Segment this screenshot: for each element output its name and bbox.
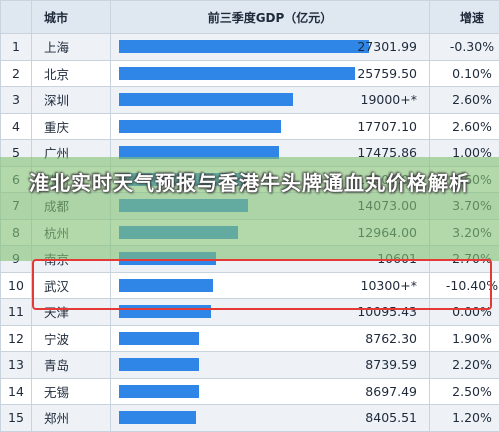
rank-cell: 11: [1, 299, 32, 326]
growth-cell: 2.20%: [430, 352, 499, 379]
gdp-value: 27301.99: [357, 34, 417, 60]
city-cell: 深圳: [32, 87, 111, 114]
gdp-bar: [119, 305, 211, 318]
rank-cell: 10: [1, 272, 32, 299]
rank-cell: 2: [1, 60, 32, 87]
gdp-cell: 19000+*: [111, 87, 430, 114]
gdp-bar: [119, 332, 199, 345]
gdp-bar: [119, 279, 213, 292]
gdp-cell: 10300+*: [111, 272, 430, 299]
gdp-value: 8739.59: [365, 352, 417, 378]
rank-cell: 1: [1, 34, 32, 61]
growth-cell: 0.00%: [430, 299, 499, 326]
gdp-cell: 8405.51: [111, 405, 430, 432]
gdp-value: 8405.51: [365, 405, 417, 431]
city-cell: 武汉: [32, 272, 111, 299]
city-cell: 重庆: [32, 113, 111, 140]
gdp-bar: [119, 385, 199, 398]
growth-cell: 2.60%: [430, 87, 499, 114]
gdp-cell: 25759.50: [111, 60, 430, 87]
gdp-value: 8762.30: [365, 326, 417, 352]
rank-cell: 12: [1, 325, 32, 352]
growth-header: 增速: [430, 1, 499, 34]
gdp-value: 19000+*: [361, 87, 418, 113]
city-cell: 上海: [32, 34, 111, 61]
rank-header: [1, 1, 32, 34]
city-cell: 无锡: [32, 378, 111, 405]
rank-cell: 3: [1, 87, 32, 114]
gdp-cell: 10095.43: [111, 299, 430, 326]
growth-cell: -0.30%: [430, 34, 499, 61]
growth-cell: 0.10%: [430, 60, 499, 87]
city-cell: 青岛: [32, 352, 111, 379]
gdp-bar: [119, 358, 199, 371]
city-cell: 北京: [32, 60, 111, 87]
table-header-row: 城市 前三季度GDP（亿元） 增速: [1, 1, 499, 34]
gdp-bar: [119, 40, 369, 53]
growth-cell: -10.40%: [430, 272, 499, 299]
city-header: 城市: [32, 1, 111, 34]
gdp-header: 前三季度GDP（亿元）: [111, 1, 430, 34]
growth-cell: 1.90%: [430, 325, 499, 352]
gdp-value: 8697.49: [365, 379, 417, 405]
gdp-cell: 8697.49: [111, 378, 430, 405]
gdp-bar: [119, 411, 196, 424]
gdp-value: 10095.43: [357, 299, 417, 325]
gdp-cell: 27301.99: [111, 34, 430, 61]
rank-cell: 13: [1, 352, 32, 379]
growth-cell: 2.60%: [430, 113, 499, 140]
growth-cell: 1.20%: [430, 405, 499, 432]
gdp-cell: 8762.30: [111, 325, 430, 352]
gdp-bar: [119, 93, 293, 106]
growth-cell: 2.50%: [430, 378, 499, 405]
rank-cell: 14: [1, 378, 32, 405]
gdp-value: 17707.10: [357, 114, 417, 140]
gdp-value: 10300+*: [361, 273, 418, 299]
gdp-cell: 17707.10: [111, 113, 430, 140]
city-cell: 郑州: [32, 405, 111, 432]
rank-cell: 4: [1, 113, 32, 140]
gdp-bar: [119, 67, 355, 80]
gdp-cell: 8739.59: [111, 352, 430, 379]
gdp-value: 25759.50: [357, 61, 417, 87]
city-cell: 天津: [32, 299, 111, 326]
city-cell: 宁波: [32, 325, 111, 352]
rank-cell: 15: [1, 405, 32, 432]
overlay-title: 淮北实时天气预报与香港牛头牌通血丸价格解析: [0, 167, 499, 199]
gdp-bar: [119, 120, 281, 133]
